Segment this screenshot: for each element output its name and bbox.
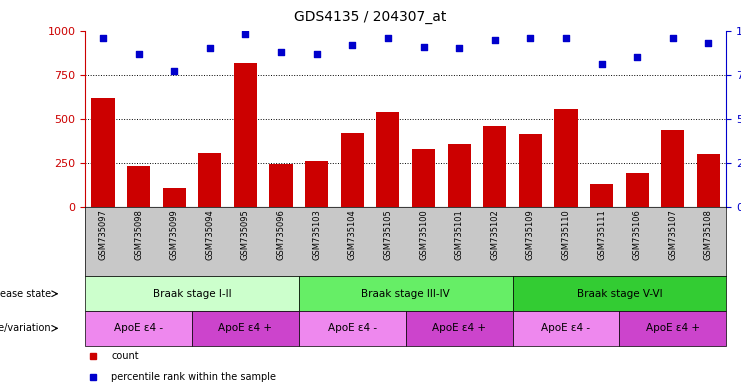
Point [382, 35, 393, 41]
Text: GSM735107: GSM735107 [668, 209, 677, 260]
Text: GSM735105: GSM735105 [383, 209, 393, 260]
Text: GSM735106: GSM735106 [633, 209, 642, 260]
Text: Braak stage I-II: Braak stage I-II [153, 289, 231, 299]
Text: ApoE ε4 -: ApoE ε4 - [114, 323, 163, 333]
Text: GSM735104: GSM735104 [348, 209, 356, 260]
Point [97, 35, 109, 41]
Bar [661, 130, 685, 207]
FancyBboxPatch shape [299, 276, 513, 311]
Text: GSM735101: GSM735101 [455, 209, 464, 260]
Point [560, 35, 572, 41]
FancyBboxPatch shape [406, 311, 513, 346]
Text: GSM735099: GSM735099 [170, 209, 179, 260]
Text: ApoE ε4 +: ApoE ε4 + [432, 323, 486, 333]
Point [453, 45, 465, 51]
Text: GSM735109: GSM735109 [526, 209, 535, 260]
Bar [270, 164, 293, 207]
Text: Braak stage V-VI: Braak stage V-VI [576, 289, 662, 299]
Bar [697, 154, 720, 207]
Text: GSM735097: GSM735097 [99, 209, 107, 260]
Point [133, 51, 144, 57]
FancyBboxPatch shape [619, 311, 726, 346]
Text: GSM735111: GSM735111 [597, 209, 606, 260]
Point [489, 36, 501, 43]
FancyBboxPatch shape [513, 276, 726, 311]
Bar [519, 134, 542, 207]
Text: ApoE ε4 -: ApoE ε4 - [328, 323, 377, 333]
FancyBboxPatch shape [85, 276, 299, 311]
Point [702, 40, 714, 46]
Text: GSM735108: GSM735108 [704, 209, 713, 260]
Point [346, 42, 358, 48]
Point [239, 31, 251, 37]
Bar [448, 144, 471, 207]
Text: ApoE ε4 -: ApoE ε4 - [542, 323, 591, 333]
Bar [554, 109, 577, 207]
Text: percentile rank within the sample: percentile rank within the sample [111, 372, 276, 382]
FancyBboxPatch shape [299, 311, 406, 346]
Bar [376, 112, 399, 207]
Text: GSM735094: GSM735094 [205, 209, 214, 260]
Text: GSM735098: GSM735098 [134, 209, 143, 260]
Point [667, 35, 679, 41]
Point [168, 68, 180, 74]
Bar [590, 184, 613, 207]
Bar [305, 161, 328, 207]
Text: GSM735110: GSM735110 [562, 209, 571, 260]
Text: genotype/variation: genotype/variation [0, 323, 51, 333]
Bar [234, 63, 257, 207]
Point [310, 51, 322, 57]
Bar [91, 98, 115, 207]
Bar [199, 152, 222, 207]
Bar [412, 149, 435, 207]
FancyBboxPatch shape [513, 311, 619, 346]
FancyBboxPatch shape [192, 311, 299, 346]
Point [275, 49, 287, 55]
Text: GSM735095: GSM735095 [241, 209, 250, 260]
Point [631, 54, 643, 60]
Point [525, 35, 536, 41]
Text: Braak stage III-IV: Braak stage III-IV [362, 289, 450, 299]
Bar [163, 188, 186, 207]
Text: GDS4135 / 204307_at: GDS4135 / 204307_at [294, 10, 447, 23]
Point [418, 43, 430, 50]
Bar [127, 166, 150, 207]
Text: GSM735100: GSM735100 [419, 209, 428, 260]
Text: count: count [111, 351, 139, 361]
Point [596, 61, 608, 67]
Bar [625, 173, 648, 207]
FancyBboxPatch shape [85, 311, 192, 346]
Bar [483, 126, 506, 207]
Text: disease state: disease state [0, 289, 51, 299]
Text: GSM735096: GSM735096 [276, 209, 285, 260]
Bar [341, 133, 364, 207]
Text: ApoE ε4 +: ApoE ε4 + [219, 323, 273, 333]
Text: ApoE ε4 +: ApoE ε4 + [645, 323, 700, 333]
Text: GSM735102: GSM735102 [491, 209, 499, 260]
Point [204, 45, 216, 51]
Text: GSM735103: GSM735103 [312, 209, 321, 260]
